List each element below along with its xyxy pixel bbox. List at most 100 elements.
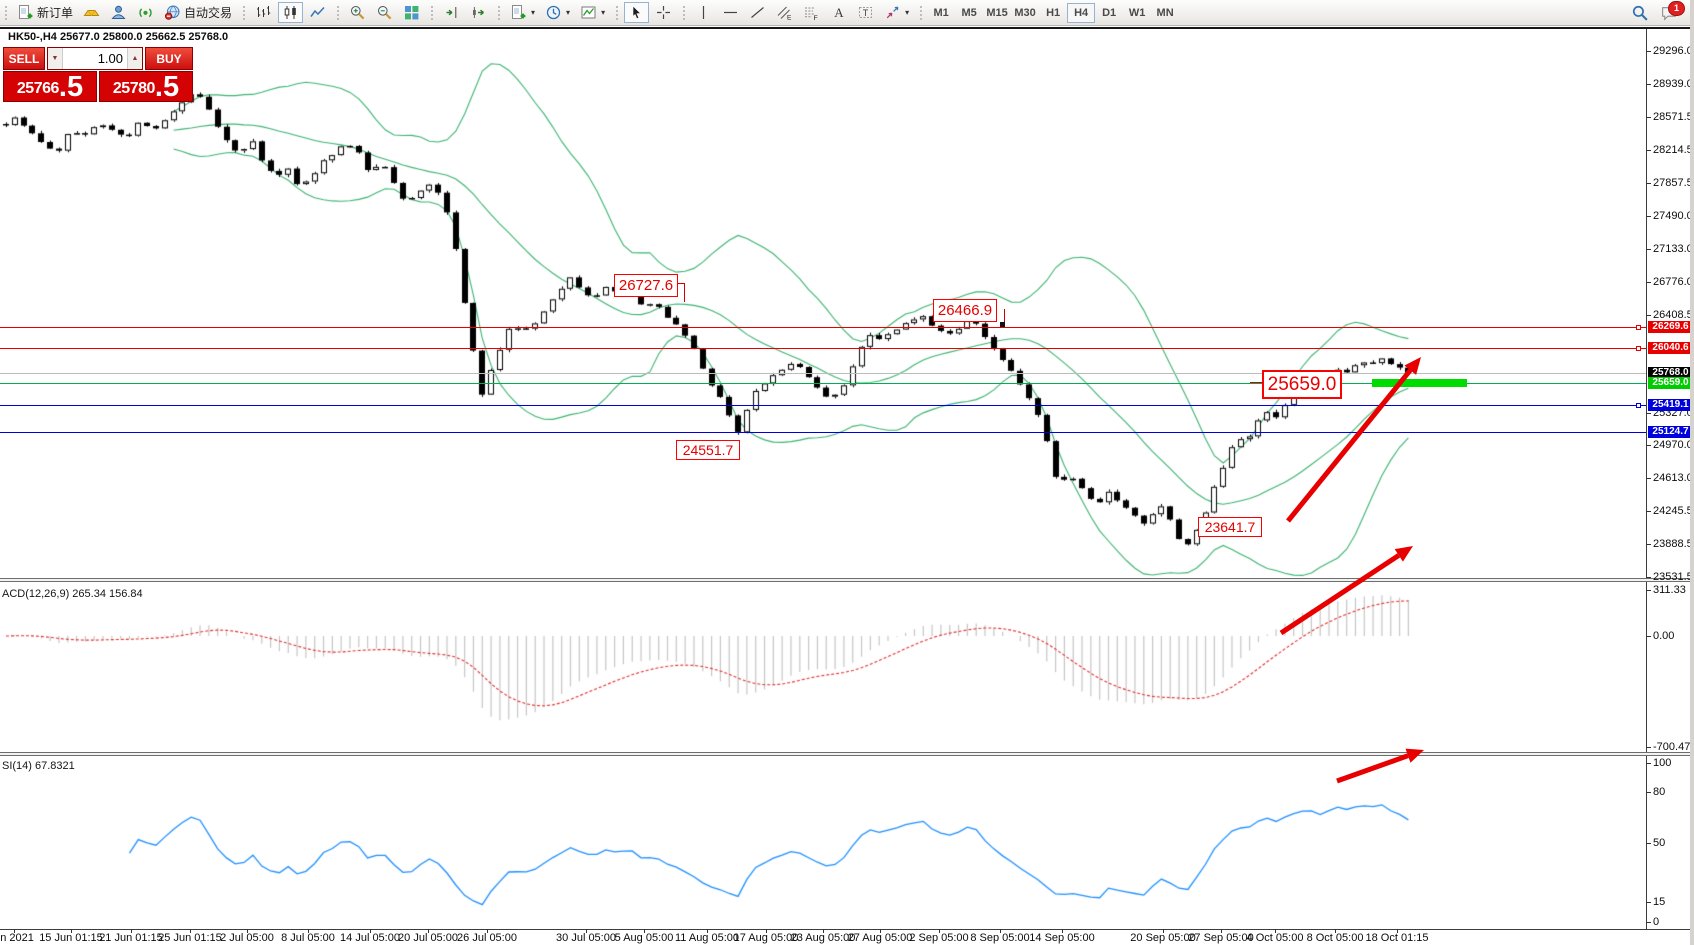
svg-text:F: F [814,15,818,21]
sell-button[interactable]: SELL [3,47,45,70]
volume-stepper: ▼ ▲ [47,47,143,70]
timeframe-m15[interactable]: M15 [983,3,1011,23]
auto-trading-icon [164,4,181,21]
tile-windows-button[interactable] [399,2,424,23]
price-axis-line [1646,29,1647,929]
vertical-line-tool-button[interactable] [691,2,716,23]
text-tool-button[interactable]: A [826,2,851,23]
toolbar-group [240,0,334,25]
window-right-border [1690,0,1694,945]
toolbar-group: E F A T ▾ [680,0,917,25]
bar-chart-icon [255,4,272,21]
ask-price-int: 25780 [112,80,156,97]
toolbar: 新订单 自动交易 ▾ ▾ ▾ E F A T ▾ M1 M5 M15 M30 H1 H4 D1 W1 MN 1 [0,0,1694,26]
auto-scroll-icon [470,4,487,21]
tile-windows-icon [403,4,420,21]
arrows-tool-button[interactable]: ▾ [880,2,913,23]
rsi-indicator-label: SI(14) 67.8321 [2,760,75,772]
new-order-icon [17,4,34,21]
deposit-button[interactable] [79,2,104,23]
timeframe-m1[interactable]: M1 [927,3,955,23]
buy-button[interactable]: BUY [145,47,193,70]
text-tool-icon: A [830,4,847,21]
new-chart-icon [510,4,527,21]
chevron-down-icon[interactable]: ▾ [905,7,910,17]
label-tool-button[interactable]: T [853,2,878,23]
templates-button[interactable]: ▾ [576,2,609,23]
ask-price-display[interactable]: 25780.5 [99,71,193,102]
toolbar-group: ▾ ▾ ▾ [495,0,613,25]
horizontal-line-tool-button[interactable] [718,2,743,23]
zoom-out-button[interactable] [372,2,397,23]
arrows-tool-icon [884,4,901,21]
fibonacci-tool-button[interactable]: F [799,2,824,23]
templates-icon [580,4,597,21]
horizontal-line-tool-icon [722,4,739,21]
trendline-tool-icon [749,4,766,21]
signals-icon [137,4,154,21]
candlestick-chart-button[interactable] [278,2,304,23]
new-chart-button[interactable]: ▾ [506,2,539,23]
timeframe-mn[interactable]: MN [1151,3,1179,23]
deposit-icon [83,4,100,21]
label-tool-icon: T [857,4,874,21]
chevron-down-icon[interactable]: ▾ [531,7,536,17]
chart-frame-top [0,27,1694,29]
timeframe-m5[interactable]: M5 [955,3,983,23]
chevron-down-icon[interactable]: ▾ [566,7,571,17]
volume-increase-button[interactable]: ▲ [127,48,142,69]
timeframe-h4[interactable]: H4 [1067,2,1096,23]
notification-badge: 1 [1668,0,1685,16]
channel-tool-button[interactable]: E [772,2,797,23]
periods-button[interactable]: ▾ [541,2,574,23]
trendline-tool-button[interactable] [745,2,770,23]
vertical-line-tool-icon [695,4,712,21]
search-icon [1631,4,1651,22]
bid-price-frac: .5 [58,71,84,103]
zoom-in-button[interactable] [345,2,370,23]
trader-account-icon [110,4,127,21]
candlestick-chart-icon [282,4,299,21]
timeframe-m30[interactable]: M30 [1011,3,1039,23]
toolbar-right: 1 [1629,0,1694,24]
timeframe-h1[interactable]: H1 [1039,3,1067,23]
chart-shift-button[interactable] [439,2,464,23]
search-button[interactable] [1629,2,1653,24]
svg-text:E: E [787,15,792,22]
macd-panel-divider[interactable] [0,578,1694,582]
auto-trading-button[interactable]: 自动交易 [160,2,236,23]
svg-text:T: T [863,8,869,18]
crosshair-tool-icon [655,4,672,21]
timeframe-group: M1 M5 M15 M30 H1 H4 D1 W1 MN [917,0,1182,25]
chart-title: HK50-,H4 25677.0 25800.0 25662.5 25768.0 [8,31,229,43]
bid-price-int: 25766 [16,80,60,97]
macd-indicator-label: ACD(12,26,9) 265.34 156.84 [2,588,143,600]
new-order-label: 新订单 [37,6,74,20]
toolbar-group [334,0,428,25]
line-chart-button[interactable] [305,2,330,23]
notifications-button[interactable]: 1 [1658,0,1685,24]
time-axis-line [0,929,1694,930]
bid-price-display[interactable]: 25766.5 [3,71,97,102]
chart-shift-icon [443,4,460,21]
bar-chart-button[interactable] [251,2,276,23]
signals-button[interactable] [133,2,158,23]
volume-decrease-button[interactable]: ▼ [48,48,63,69]
volume-input[interactable] [63,48,127,69]
timeframe-w1[interactable]: W1 [1123,3,1151,23]
auto-scroll-button[interactable] [466,2,491,23]
trader-account-button[interactable] [106,2,131,23]
cursor-tool-button[interactable] [624,2,650,23]
auto-trading-label: 自动交易 [184,6,233,20]
one-click-trading-panel: SELL ▼ ▲ BUY 25766.5 25780.5 [3,47,198,102]
line-chart-icon [309,4,326,21]
svg-text:A: A [834,5,844,20]
ask-price-frac: .5 [154,71,180,103]
timeframe-d1[interactable]: D1 [1095,3,1123,23]
toolbar-group [613,0,680,25]
crosshair-tool-button[interactable] [651,2,676,23]
chevron-down-icon[interactable]: ▾ [601,7,606,17]
rsi-panel-divider[interactable] [0,752,1694,756]
new-order-button[interactable]: 新订单 [13,2,77,23]
